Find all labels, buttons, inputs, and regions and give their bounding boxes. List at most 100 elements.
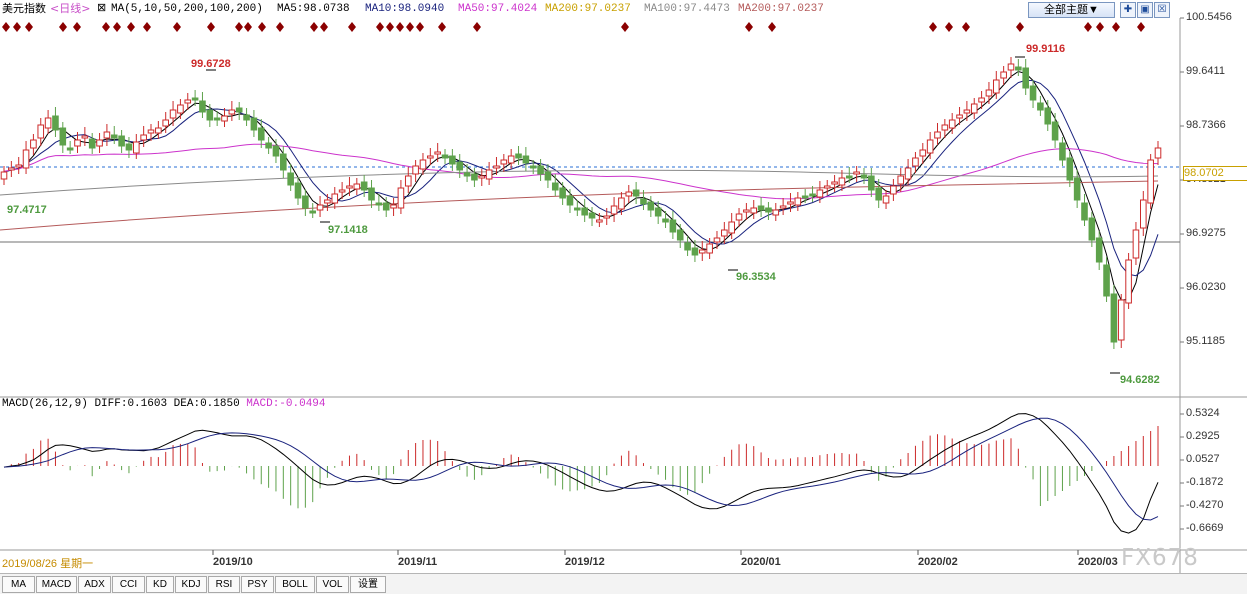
candle-body (147, 129, 155, 134)
candle-body (1037, 102, 1044, 111)
macd-axis-label: -0.6669 (1186, 522, 1224, 534)
candle-body (133, 141, 140, 154)
candle-body (44, 117, 52, 129)
candle-body (1073, 177, 1081, 201)
window-icon[interactable]: ▣ (1137, 2, 1153, 18)
candle-body (640, 198, 647, 205)
tab-kd[interactable]: KD (146, 576, 174, 593)
candle-body (184, 99, 192, 104)
candle-body (125, 143, 133, 151)
candle-body (250, 117, 258, 131)
candle-body (868, 175, 875, 191)
candle-body (52, 115, 59, 131)
event-marker-icon (276, 22, 284, 32)
candle-body (1029, 85, 1037, 101)
event-marker-icon (621, 22, 629, 32)
price-axis-label: 98.7366 (1186, 119, 1226, 131)
indicator-tabs: MA MACD ADX CCI KD KDJ RSI PSY BOLL VOL … (0, 573, 1247, 594)
start-date: 2019/08/26 星期一 (2, 558, 94, 570)
ma-params: MA(5,10,50,200,100,200) (111, 3, 263, 15)
candle-body (221, 115, 228, 122)
annotation-high-oct: 99.6728 (191, 58, 231, 70)
candle-body (970, 103, 978, 114)
event-marker-icon (1084, 22, 1092, 32)
ma5-line (3, 70, 1159, 301)
candle-body (59, 127, 67, 146)
ma-settings-icon[interactable]: ⊠ (97, 3, 107, 15)
symbol-name: 美元指数 (2, 2, 46, 15)
event-marker-icon (962, 22, 970, 32)
candle-body (596, 219, 603, 223)
tab-adx[interactable]: ADX (78, 576, 111, 593)
candle-body (346, 185, 353, 189)
candle-body (287, 172, 294, 186)
annotation-low-dec: 96.3534 (736, 271, 776, 283)
event-marker-icon (258, 22, 266, 32)
candle-body (309, 210, 317, 214)
candle-body (581, 207, 588, 216)
candle-body (1015, 66, 1022, 71)
macd-axis-label: -0.4270 (1186, 499, 1224, 511)
candle-body (206, 109, 214, 121)
macd-dea: DEA:0.1850 (173, 398, 240, 410)
event-marker-icon (1016, 22, 1024, 32)
period-selector[interactable]: <日线> (50, 2, 91, 15)
candle-body (625, 191, 633, 197)
tab-cci[interactable]: CCI (112, 576, 145, 593)
candle-body (1000, 71, 1007, 79)
candle-body (618, 197, 625, 210)
current-price-tag: 98.0702 (1183, 166, 1247, 181)
ma200-value-2: MA200:97.0237 (738, 3, 824, 15)
ma100-value: MA100:97.4473 (644, 3, 730, 15)
tab-kdj[interactable]: KDJ (175, 576, 207, 593)
candle-body (838, 177, 846, 186)
candle-body (404, 175, 412, 187)
candle-body (1110, 293, 1118, 343)
candle-body (1007, 63, 1015, 71)
candle-body (382, 202, 390, 211)
close-icon[interactable]: ☒ (1154, 2, 1170, 18)
candle-body (1154, 147, 1162, 159)
macd-diff-line (3, 413, 1159, 534)
tab-settings[interactable]: 设置 (350, 576, 386, 593)
ma200-line (0, 180, 1159, 231)
candle-body (537, 165, 544, 175)
candle-body (559, 187, 566, 199)
tab-macd[interactable]: MACD (36, 576, 77, 593)
candle-body (1081, 202, 1088, 221)
candle-body (529, 165, 537, 169)
month-label: 2019/12 (565, 556, 605, 568)
event-marker-icon (59, 22, 67, 32)
candle-body (1117, 299, 1125, 341)
candle-body (654, 207, 662, 217)
theme-dropdown-button[interactable]: 全部主题▼ (1028, 2, 1115, 18)
event-marker-icon (207, 22, 215, 32)
candle-body (1139, 199, 1147, 229)
candle-body (235, 107, 243, 113)
candle-body (103, 131, 111, 139)
candle-body (890, 185, 897, 195)
candle-body (74, 139, 81, 147)
tab-ma[interactable]: MA (2, 576, 35, 593)
candle-body (412, 165, 419, 175)
candle-body (1095, 237, 1103, 263)
candle-body (449, 155, 456, 165)
candle-body (485, 169, 493, 180)
candle-body (265, 142, 272, 149)
candle-body (456, 161, 464, 171)
tab-psy[interactable]: PSY (241, 576, 274, 593)
macd-axis-label: -0.1872 (1186, 476, 1224, 488)
chart-header: 美元指数 <日线> ⊠ MA(5,10,50,200,100,200) MA5:… (0, 0, 1247, 18)
zoom-in-icon[interactable]: ✚ (1120, 2, 1136, 18)
candle-body (66, 147, 74, 151)
candle-body (302, 195, 309, 209)
tab-boll[interactable]: BOLL (275, 576, 315, 593)
candle-body (375, 202, 383, 206)
candle-body (500, 159, 508, 165)
candle-body (199, 100, 206, 113)
tab-vol[interactable]: VOL (316, 576, 349, 593)
candle-body (721, 229, 728, 237)
ma200-value-1: MA200:97.0237 (545, 3, 631, 15)
tab-rsi[interactable]: RSI (208, 576, 240, 593)
